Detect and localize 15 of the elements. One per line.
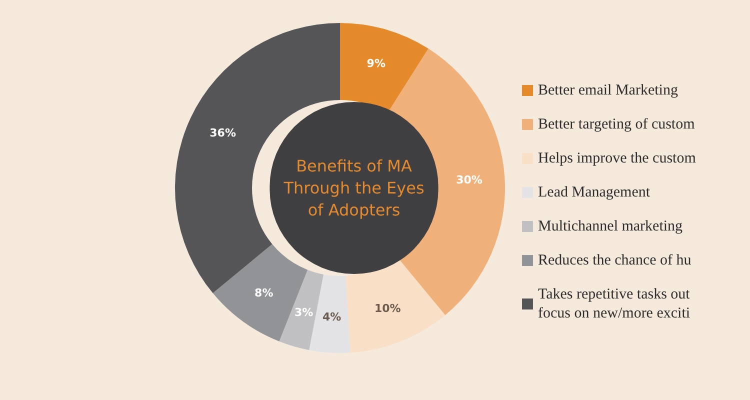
legend-label: Multichannel marketing	[538, 218, 684, 234]
legend-label: Helps improve the custom	[538, 150, 696, 166]
legend-label: Reduces the chance of hu	[538, 252, 692, 268]
data-label: 3%	[294, 306, 314, 319]
legend-label: Takes repetitive tasks out focus on new/more exciti	[538, 286, 691, 322]
data-label: 36%	[210, 126, 236, 140]
legend-label: Better email Marketing	[538, 82, 678, 98]
legend-label: Lead Management	[538, 184, 651, 200]
data-label: 30%	[456, 173, 482, 186]
legend-label: Better targeting of custom	[538, 116, 696, 132]
data-label: 9%	[366, 57, 386, 70]
text: Benefits of MA Through the Eyes of Adopters	[282, 156, 424, 220]
data-label: 8%	[254, 286, 274, 300]
data-label: 4%	[322, 310, 342, 324]
data-label: 10%	[374, 302, 401, 315]
